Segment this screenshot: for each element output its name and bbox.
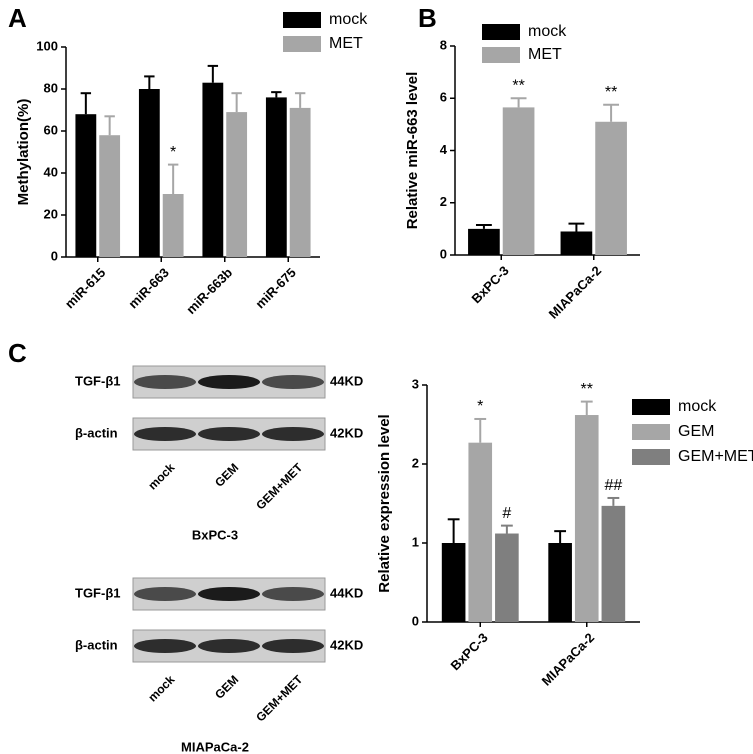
blot-row-label: β-actin: [75, 637, 118, 652]
bar: [99, 135, 121, 257]
bar: [548, 543, 572, 622]
legend-label: mock: [329, 11, 368, 28]
bar: [601, 505, 626, 622]
annotation: **: [581, 381, 593, 398]
y-tick-label: 20: [44, 206, 58, 221]
lane-label: GEM+MET: [253, 460, 306, 513]
lane-label: mock: [145, 672, 177, 704]
legend-swatch: [632, 399, 670, 415]
bar: [138, 89, 160, 257]
x-tick-label: miR-663: [125, 265, 171, 311]
blot-band: [262, 639, 324, 653]
legend-swatch: [482, 47, 520, 63]
legend-swatch: [632, 449, 670, 465]
blot-band: [134, 639, 196, 653]
y-tick-label: 0: [51, 248, 58, 263]
x-tick-label: MIAPaCa-2: [539, 630, 598, 689]
bar: [468, 442, 493, 622]
lane-label: GEM+MET: [253, 672, 306, 725]
lane-label: mock: [145, 460, 177, 492]
legend-label: MET: [528, 46, 562, 63]
bar: [226, 112, 248, 257]
blot-band: [262, 427, 324, 441]
y-tick-label: 6: [440, 90, 447, 105]
blot-band: [198, 427, 260, 441]
blot-row-label: β-actin: [75, 425, 118, 440]
blot-band: [198, 587, 260, 601]
bar: [468, 228, 500, 255]
legend-swatch: [632, 424, 670, 440]
y-tick-label: 80: [44, 80, 58, 95]
y-tick-label: 0: [440, 246, 447, 261]
blot-row-label: TGF-β1: [75, 373, 121, 388]
blot-band: [198, 639, 260, 653]
bar: [595, 121, 627, 255]
y-axis-label: Relative miR-663 level: [404, 72, 421, 230]
cell-line-label: MIAPaCa-2: [181, 739, 249, 754]
panel-label: C: [8, 338, 27, 368]
bar: [265, 97, 287, 258]
blot-band: [262, 375, 324, 389]
annotation: *: [477, 398, 483, 415]
bar: [162, 194, 184, 257]
x-tick-label: BxPC-3: [468, 263, 511, 306]
x-tick-label: BxPC-3: [447, 630, 490, 673]
legend-label: GEM: [678, 423, 714, 440]
blot-band: [134, 427, 196, 441]
legend-label: mock: [528, 23, 567, 40]
legend-swatch: [283, 12, 321, 28]
x-tick-label: MIAPaCa-2: [546, 263, 605, 322]
y-tick-label: 0: [412, 613, 419, 628]
blot-size-label: 42KD: [330, 637, 363, 652]
panel-label: A: [8, 3, 27, 33]
y-tick-label: 60: [44, 122, 58, 137]
bar: [441, 543, 466, 622]
legend-label: GEM+MET: [678, 448, 753, 465]
x-tick-label: miR-663b: [183, 265, 235, 317]
annotation: ##: [604, 477, 622, 494]
annotation: *: [170, 144, 176, 161]
y-tick-label: 1: [412, 534, 419, 549]
x-tick-label: miR-615: [62, 265, 108, 311]
y-tick-label: 2: [412, 455, 419, 470]
blot-row-label: TGF-β1: [75, 585, 121, 600]
bar: [560, 231, 593, 255]
blot-band: [134, 587, 196, 601]
y-axis-label: Methylation(%): [15, 99, 32, 206]
blot-band: [134, 375, 196, 389]
annotation: #: [502, 505, 511, 522]
bar: [502, 107, 535, 255]
y-tick-label: 40: [44, 164, 58, 179]
annotation: **: [605, 84, 617, 101]
y-tick-label: 2: [440, 194, 447, 209]
blot-band: [198, 375, 260, 389]
blot-size-label: 44KD: [330, 585, 363, 600]
blot-size-label: 42KD: [330, 425, 363, 440]
bar: [202, 82, 224, 257]
bar: [574, 415, 599, 622]
bar: [495, 533, 519, 622]
y-tick-label: 8: [440, 37, 447, 52]
panel-label: B: [418, 3, 437, 33]
cell-line-label: BxPC-3: [192, 527, 238, 542]
annotation: **: [512, 77, 524, 94]
bar: [75, 114, 97, 257]
blot-band: [262, 587, 324, 601]
lane-label: GEM: [212, 672, 241, 701]
legend-label: MET: [329, 35, 363, 52]
y-tick-label: 100: [36, 38, 58, 53]
legend-label: mock: [678, 398, 717, 415]
y-axis-label: Relative expression level: [376, 414, 393, 592]
x-tick-label: miR-675: [252, 265, 298, 311]
y-tick-label: 4: [440, 142, 448, 157]
legend-swatch: [283, 36, 321, 52]
legend-swatch: [482, 24, 520, 40]
y-tick-label: 3: [412, 376, 419, 391]
blot-size-label: 44KD: [330, 373, 363, 388]
lane-label: GEM: [212, 460, 241, 489]
bar: [289, 107, 311, 258]
